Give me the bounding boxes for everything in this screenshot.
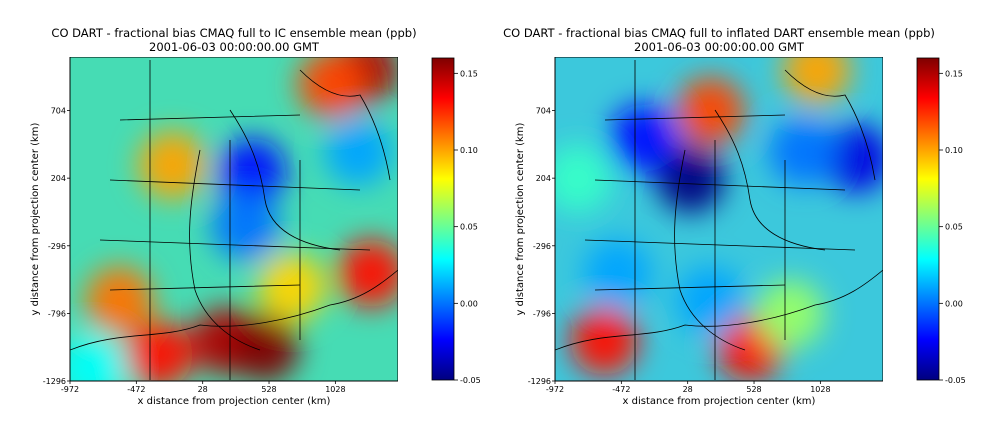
x-tick-label-0-4: 1028 [325,385,345,394]
colorbar-gradient-1 [916,57,940,381]
y-tick-label-1-1: 204 [536,174,551,183]
heatmap-blob-0-6 [297,57,366,119]
heatmap-blob-0-5 [85,266,154,335]
heatmap-blob-0-11 [70,334,127,381]
y-tick-label-0-4: -1296 [43,377,66,386]
chart-subtitle-0: 2001-06-03 00:00:00.00 GMT [149,40,320,54]
heatmap-blob-0-8 [218,137,287,206]
x-tick-label-0-0: -972 [61,385,79,394]
x-axis-label-0: x distance from projection center (km) [138,396,331,407]
x-tick-label-1-3: 528 [746,385,761,394]
colorbar-1: 0.15 0.10 0.05 0.00 -0.05 [916,57,966,385]
x-tick-label-1-1: -472 [612,385,630,394]
heatmap-blob-1-10 [756,279,825,348]
heatmap-blob-0-4 [125,320,194,381]
heatmap-blob-0-9 [211,192,280,261]
colorbar-tick-label-0-3: 0.00 [460,299,478,308]
x-tick-label-1-2: 28 [683,385,693,394]
heatmap-blob-0-12 [257,252,326,321]
heatmap-blob-1-6 [769,117,838,186]
colorbar-tick-label-1-2: 0.05 [945,223,963,232]
x-axis-1: -972 -472 28 528 1028 x distance from projec… [546,380,883,407]
x-tick-label-1-0: -972 [546,385,564,394]
plot-area-0 [70,57,398,381]
x-tick-label-0-2: 28 [198,385,208,394]
y-axis-label-0: y distance from projection center (km) [30,122,41,315]
colorbar-tick-label-0-0: 0.15 [460,69,478,78]
heatmap-blob-1-5 [822,124,883,193]
chart-title-0: CO DART - fractional bias CMAQ full to I… [51,26,416,40]
heatmap-blob-1-2 [610,104,679,173]
heatmap-blob-1-8 [676,266,745,335]
x-tick-label-0-1: -472 [127,385,145,394]
colorbar-tick-label-1-3: 0.00 [945,299,963,308]
y-tick-label-1-3: -796 [533,309,551,318]
y-axis-0: 704 204 -296 -796 -1296 y distance from proj… [30,57,71,386]
heatmap-blob-1-11 [555,144,612,213]
hotspot-layer-1 [555,57,883,381]
heatmap-blob-1-1 [676,77,745,146]
y-tick-label-1-2: -296 [533,242,551,251]
heatmap-blob-0-7 [138,131,207,200]
heatmap-blob-1-3 [570,306,639,375]
map-borders-1 [555,60,883,380]
heatmap-blob-1-9 [583,239,652,308]
colorbar-tick-label-1-1: 0.10 [945,146,963,155]
y-tick-label-1-4: -1296 [528,377,551,386]
x-axis-label-1: x distance from projection center (km) [623,396,816,407]
x-tick-label-1-4: 1028 [810,385,830,394]
colorbar-0: 0.15 0.10 0.05 0.00 -0.05 [431,57,481,385]
y-tick-label-0-0: 704 [51,107,66,116]
y-axis-label-1: y distance from projection center (km) [515,122,526,315]
x-axis-0: -972 -472 28 528 1028 x distance from projec… [61,380,398,407]
colorbar-tick-label-0-2: 0.05 [460,223,478,232]
chart-subtitle-1: 2001-06-03 00:00:00.00 GMT [634,40,805,54]
y-tick-label-0-3: -796 [48,309,66,318]
chart-title-1: CO DART - fractional bias CMAQ full to i… [503,26,935,40]
colorbar-tick-label-1-4: -0.05 [945,376,966,385]
plot-area-1 [555,57,883,381]
colorbar-tick-label-0-1: 0.10 [460,146,478,155]
heatmap-blob-0-3 [337,239,398,308]
y-tick-label-0-1: 204 [51,174,66,183]
heatmap-blob-1-7 [782,57,851,105]
chart-panel-1: CO DART - fractional bias CMAQ full to i… [503,26,966,407]
colorbar-gradient-0 [431,57,455,381]
chart-panel-0: CO DART - fractional bias CMAQ full to I… [30,26,481,407]
colorbar-tick-label-1-0: 0.15 [945,69,963,78]
heatmap-blob-1-0 [656,144,725,213]
y-tick-label-0-2: -296 [48,242,66,251]
heatmap-blob-0-10 [324,117,393,186]
y-axis-1: 704 204 -296 -796 -1296 y distance from proj… [515,57,556,386]
x-tick-label-0-3: 528 [261,385,276,394]
y-tick-label-1-0: 704 [536,107,551,116]
colorbar-tick-label-0-4: -0.05 [460,376,481,385]
map-borders-0 [70,60,398,380]
heatmap-blob-0-1 [231,313,300,381]
